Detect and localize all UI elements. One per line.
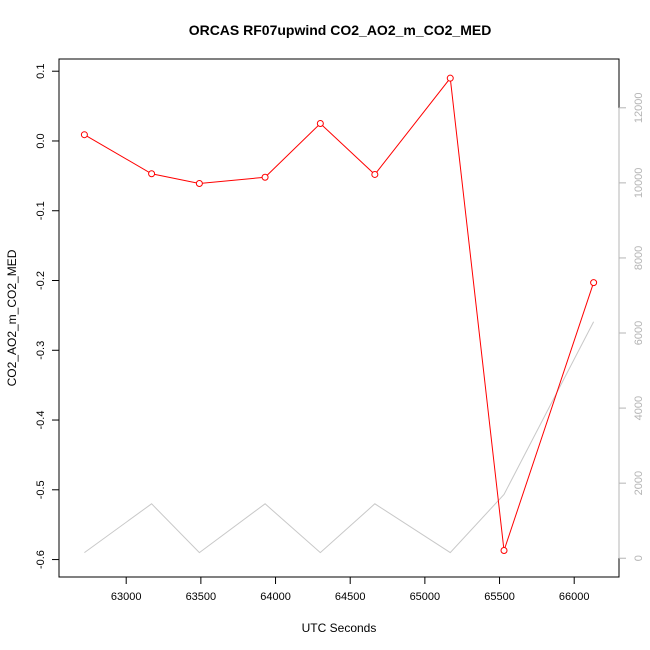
y2-tick-label: 8000 xyxy=(633,246,645,270)
x-tick-label: 64000 xyxy=(260,591,291,603)
y-axis-left: 0.1 0.0 -0.1 -0.2 -0.3 -0.4 -0.5 -0.6 xyxy=(35,64,60,569)
x-axis-label: UTC Seconds xyxy=(302,621,377,635)
series-layer xyxy=(80,74,598,554)
y2-tick-label: 4000 xyxy=(633,396,645,420)
x-tick-label: 66000 xyxy=(559,591,590,603)
y-axis-right: 0 2000 4000 6000 8000 10000 12000 xyxy=(618,93,645,561)
data-point xyxy=(500,546,508,554)
x-tick-label: 63000 xyxy=(111,591,142,603)
y2-tick-label: 10000 xyxy=(633,168,645,199)
y-axis-label: CO2_AO2_m_CO2_MED xyxy=(5,249,19,386)
x-axis: 63000 63500 64000 64500 65000 65500 66000 xyxy=(111,576,590,603)
x-tick-label: 64500 xyxy=(335,591,366,603)
data-point xyxy=(261,173,269,181)
data-point xyxy=(195,180,203,188)
data-point xyxy=(590,279,598,287)
y-tick-label: -0.2 xyxy=(35,271,47,290)
data-point xyxy=(148,170,156,178)
y-tick-label: -0.5 xyxy=(35,480,47,499)
plot-frame xyxy=(58,58,620,578)
y-tick-label: -0.6 xyxy=(35,550,47,569)
data-point xyxy=(316,120,324,128)
y2-tick-label: 0 xyxy=(633,555,645,561)
data-point xyxy=(371,170,379,178)
data-point xyxy=(446,74,454,82)
x-tick-label: 65000 xyxy=(410,591,441,603)
y-tick-label: -0.1 xyxy=(35,201,47,220)
y2-tick-label: 2000 xyxy=(633,471,645,495)
series-line-right xyxy=(84,321,595,554)
y-tick-label: 0.1 xyxy=(35,64,47,79)
y-tick-label: -0.3 xyxy=(35,341,47,360)
y-tick-label: 0.0 xyxy=(35,133,47,148)
y-tick-label: -0.4 xyxy=(35,411,47,430)
y2-tick-label: 6000 xyxy=(633,321,645,345)
series-line-left xyxy=(84,76,595,551)
x-tick-label: 65500 xyxy=(484,591,515,603)
y2-tick-label: 12000 xyxy=(633,93,645,124)
data-point xyxy=(80,131,88,139)
chart-title: ORCAS RF07upwind CO2_AO2_m_CO2_MED xyxy=(189,22,492,38)
x-tick-label: 63500 xyxy=(186,591,217,603)
